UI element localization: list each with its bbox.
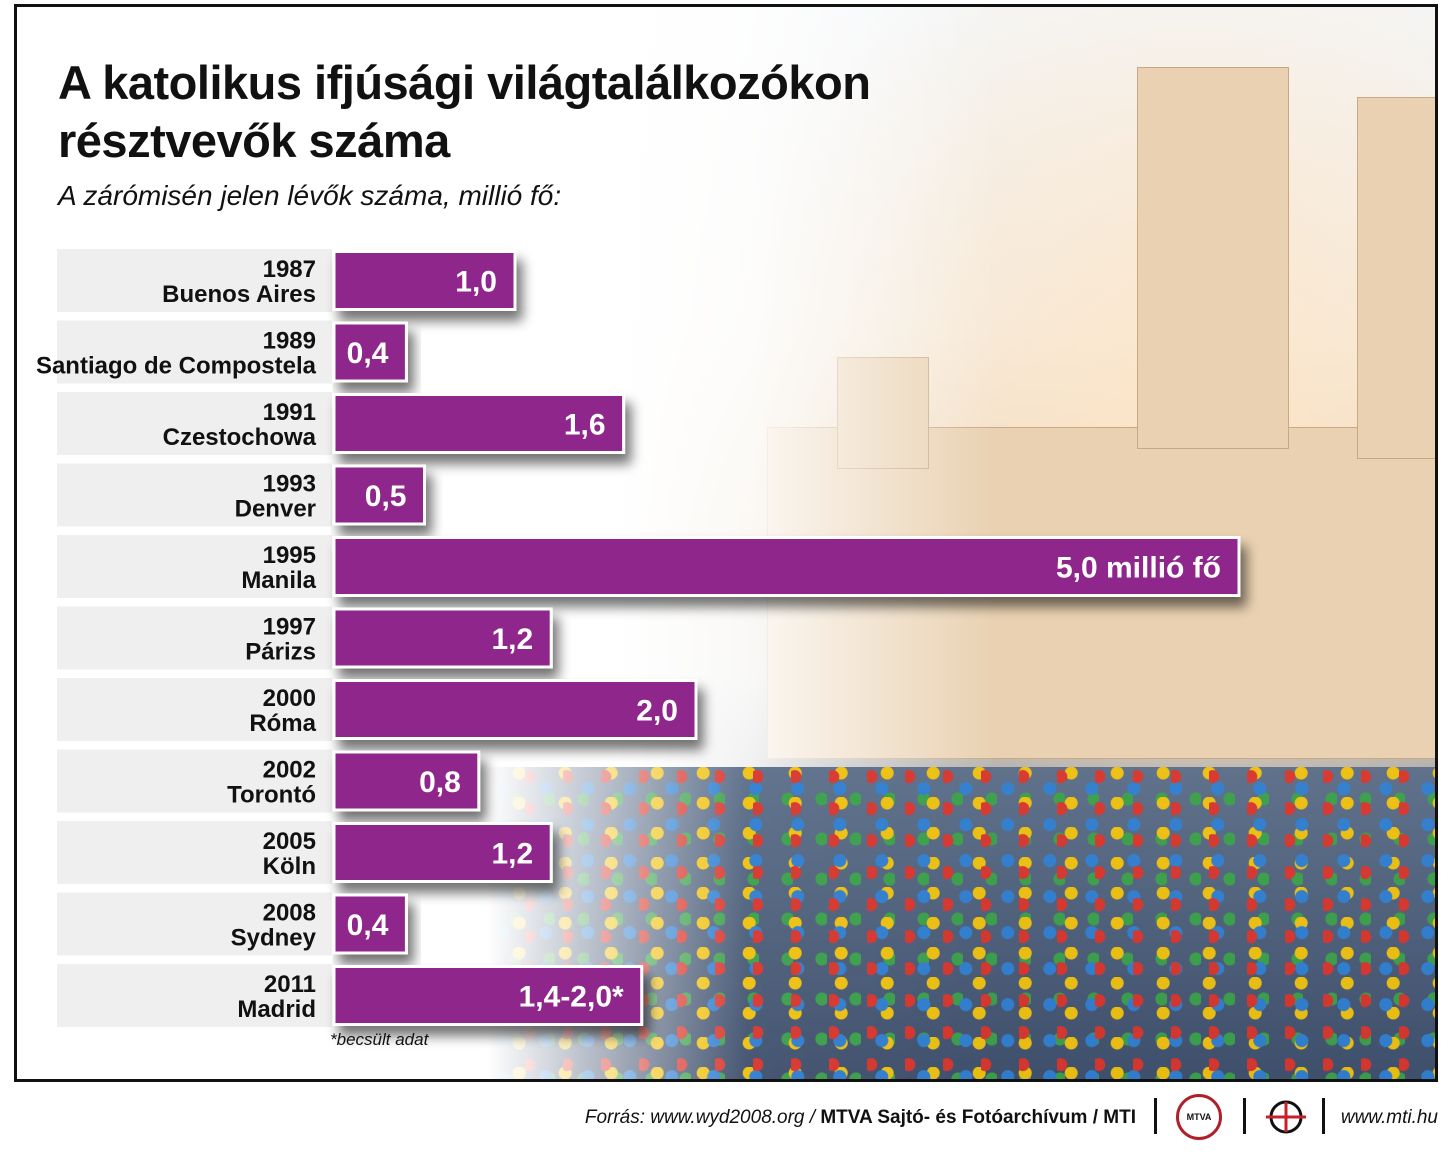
bar-value-label: 0,8 xyxy=(419,766,461,799)
category-city-label: Manila xyxy=(241,567,316,594)
category-city-label: Párizs xyxy=(245,639,316,666)
building-tower-right xyxy=(1357,97,1435,459)
category-city-label: Róma xyxy=(249,710,316,737)
category-row xyxy=(57,463,332,527)
bar-value-label: 5,0 millió fő xyxy=(1056,552,1221,585)
category-year-label: 1995 xyxy=(263,542,316,569)
bar-value-label: 2,0 xyxy=(636,695,678,728)
footnote: *becsült adat xyxy=(330,1030,429,1049)
website-link[interactable]: www.mti.hu xyxy=(1340,1107,1438,1128)
category-year-label: 1997 xyxy=(263,614,316,641)
source-org: MTVA Sajtó- és Fotóarchívum xyxy=(820,1107,1088,1128)
category-city-label: Santiago de Compostela xyxy=(36,353,317,380)
category-row xyxy=(57,821,332,884)
bar xyxy=(332,536,1241,597)
category-row xyxy=(57,749,332,813)
category-city-label: Köln xyxy=(263,853,316,880)
footer: Forrás: www.wyd2008.org / MTVA Sajtó- és… xyxy=(0,1090,1454,1154)
bar xyxy=(332,607,553,669)
category-year-label: 1991 xyxy=(263,399,316,426)
title-line-1: A katolikus ifjúsági világtalálkozókon xyxy=(58,56,871,109)
bar-value-label: 1,0 xyxy=(455,266,497,299)
bar xyxy=(332,965,644,1026)
bar-value-label: 1,2 xyxy=(491,838,533,871)
category-year-label: 1987 xyxy=(263,256,316,283)
footer-separator xyxy=(1243,1098,1246,1134)
category-city-label: Czestochowa xyxy=(163,424,317,451)
bar xyxy=(332,750,481,812)
category-year-label: 2005 xyxy=(263,828,316,855)
category-city-label: Madrid xyxy=(237,996,316,1023)
category-year-label: 2008 xyxy=(263,900,316,927)
bar-value-label: 1,6 xyxy=(564,409,606,442)
bar xyxy=(332,393,626,454)
source-credit: Forrás: www.wyd2008.org / MTVA Sajtó- és… xyxy=(585,1107,1136,1129)
chart-title: A katolikus ifjúsági világtalálkozókon r… xyxy=(58,54,958,170)
category-row xyxy=(57,678,332,741)
category-row xyxy=(57,964,332,1027)
source-suffix: / MTI xyxy=(1087,1107,1136,1128)
title-line-2: résztvevők száma xyxy=(58,114,450,167)
category-city-label: Buenos Aires xyxy=(162,281,316,308)
bar xyxy=(332,464,426,526)
category-year-label: 2002 xyxy=(263,757,316,784)
category-row xyxy=(57,892,332,956)
mtva-logo-text: MTVA xyxy=(1186,1112,1212,1122)
category-row xyxy=(57,249,332,312)
footer-separator xyxy=(1322,1098,1325,1134)
category-city-label: Torontó xyxy=(227,782,316,809)
bar xyxy=(332,321,408,383)
category-row xyxy=(57,606,332,670)
bar-value-label: 1,2 xyxy=(491,623,533,656)
mtva-logo: MTVA xyxy=(1176,1094,1222,1140)
footer-separator xyxy=(1154,1098,1157,1134)
mti-logo xyxy=(1266,1100,1306,1134)
bar xyxy=(332,250,517,311)
category-year-label: 2000 xyxy=(263,685,316,712)
category-year-label: 2011 xyxy=(264,971,316,998)
category-row xyxy=(57,535,332,598)
bar xyxy=(332,893,408,955)
category-year-label: 1993 xyxy=(263,471,316,498)
category-city-label: Sydney xyxy=(231,925,317,952)
category-year-label: 1989 xyxy=(263,328,316,355)
bar-value-label: 0,5 xyxy=(365,480,407,513)
bar-value-label: 0,4 xyxy=(347,337,389,370)
bar xyxy=(332,822,553,883)
bar-value-label: 0,4 xyxy=(347,909,389,942)
category-row xyxy=(57,392,332,455)
bar xyxy=(332,679,698,740)
category-row xyxy=(57,320,332,384)
category-city-label: Denver xyxy=(235,496,316,523)
source-prefix: Forrás: www.wyd2008.org / xyxy=(584,1107,821,1128)
building-tower-center xyxy=(1137,67,1289,449)
bar-value-label: 1,4-2,0* xyxy=(519,981,624,1014)
chart-subtitle: A zárómisén jelen lévők száma, millió fő… xyxy=(58,180,562,211)
